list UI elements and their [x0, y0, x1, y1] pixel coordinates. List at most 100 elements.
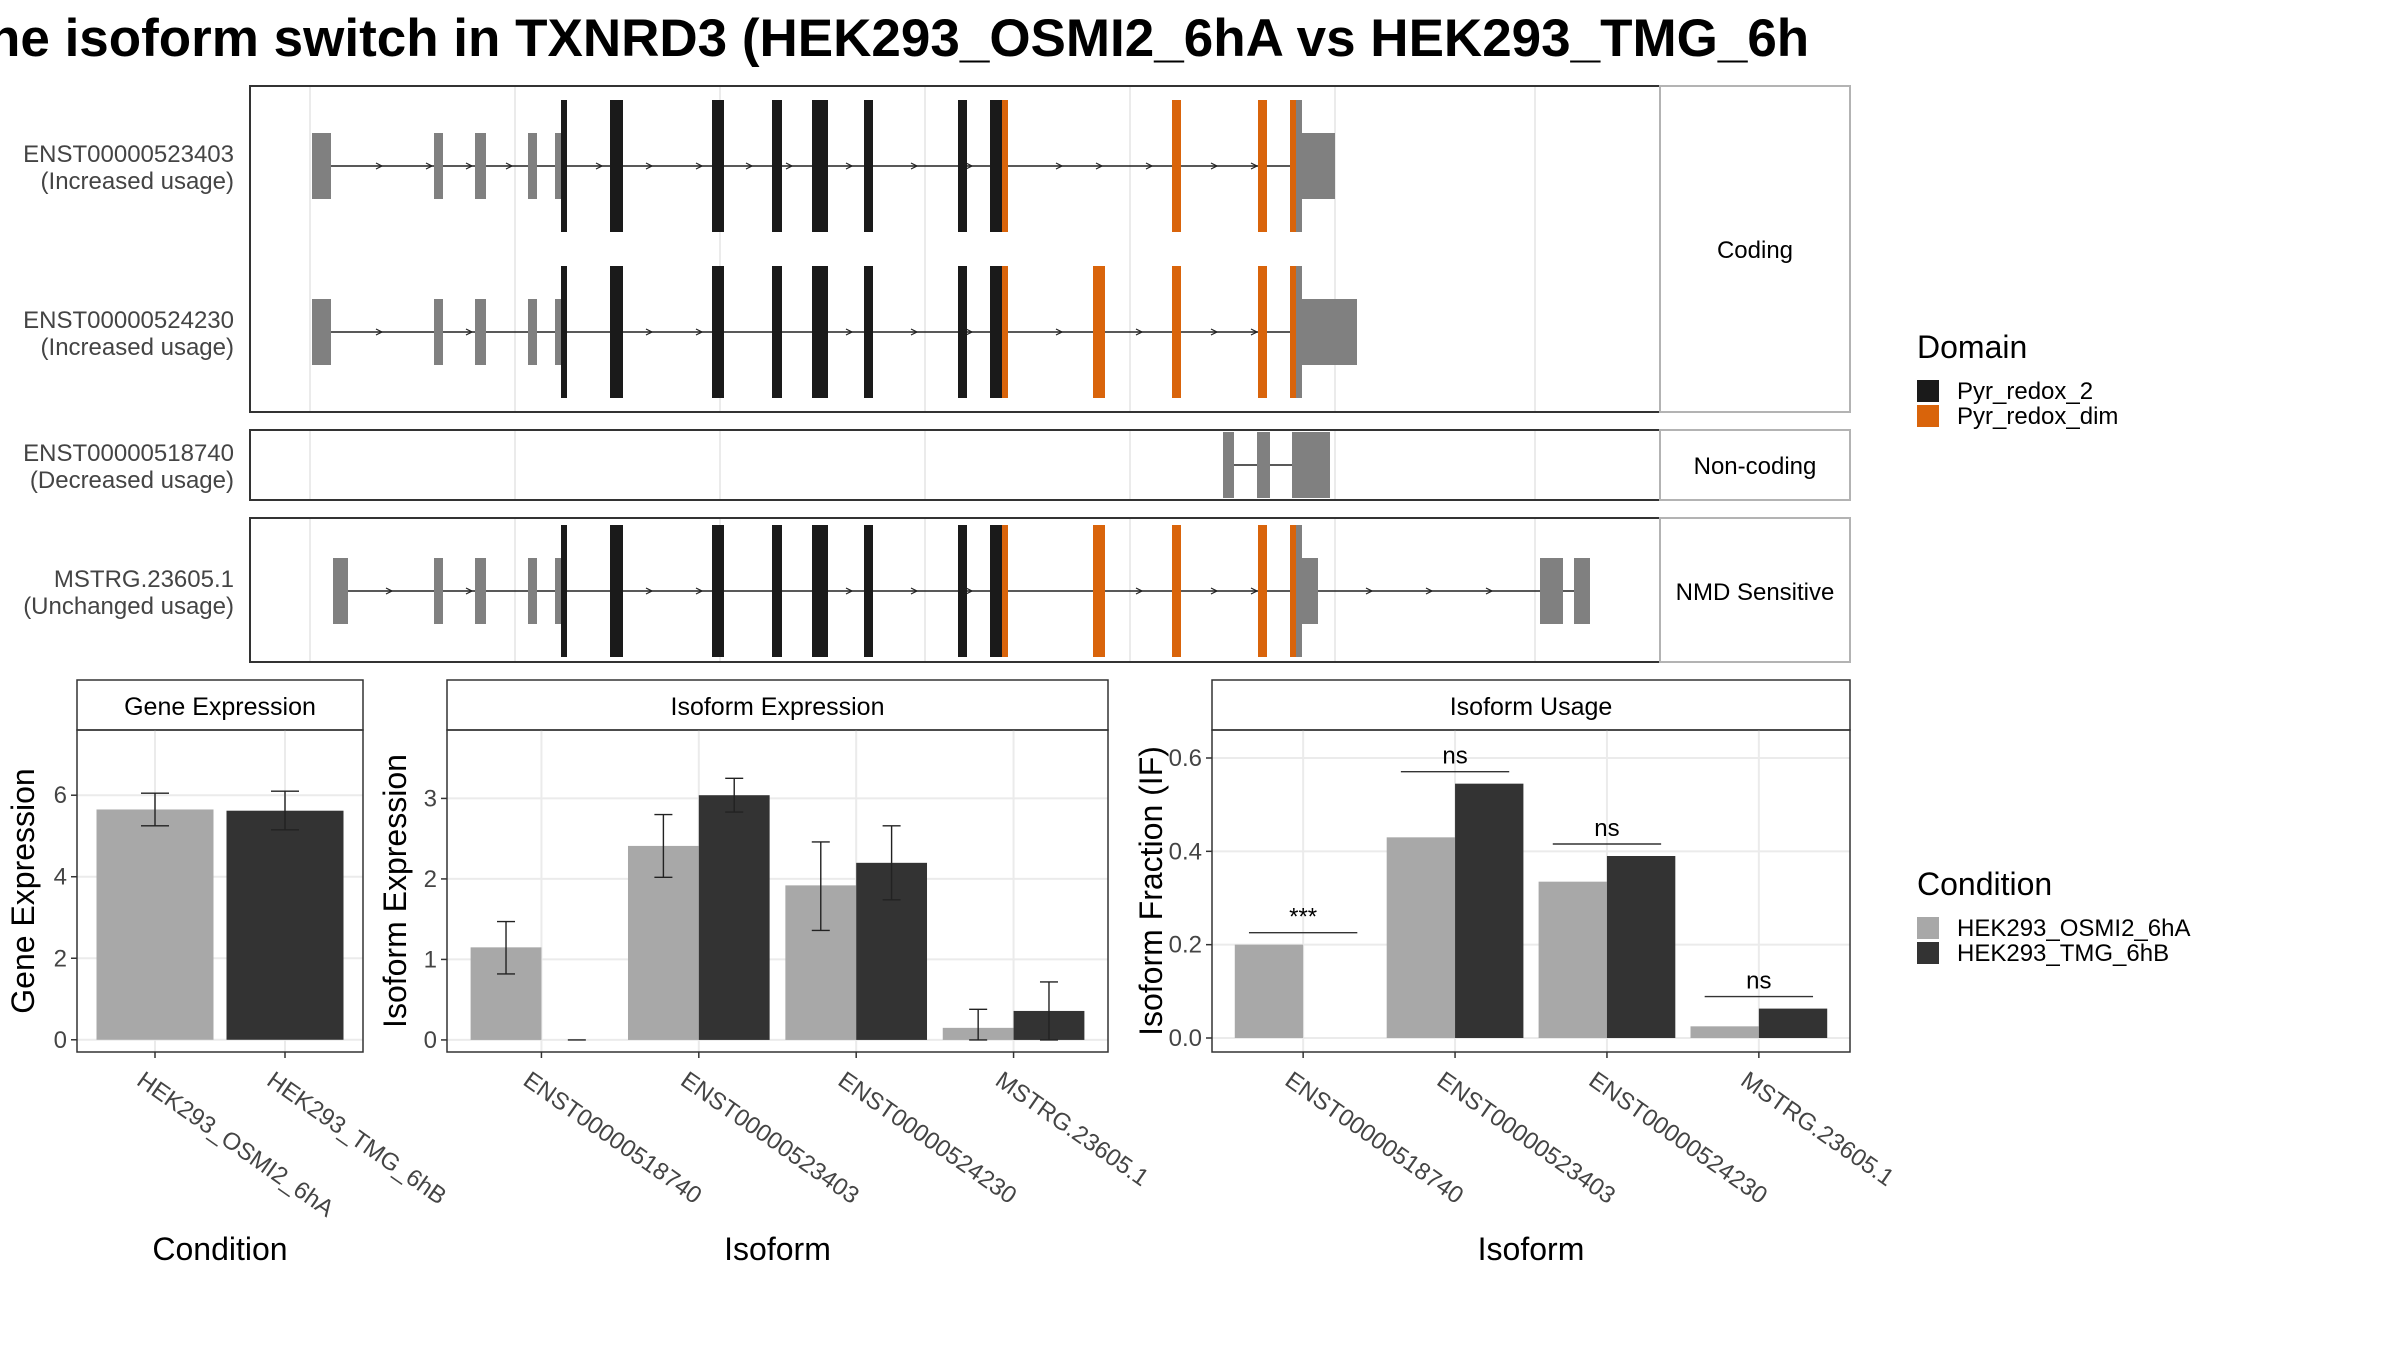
- pyr-redox-2-exon: [610, 100, 623, 232]
- y-tick-label: 0: [54, 1027, 67, 1054]
- utr-exon: [434, 558, 443, 624]
- x-tick-label: MSTRG.23605.1: [990, 1067, 1153, 1192]
- strand-arrow: [1425, 587, 1434, 595]
- strand-arrow: [845, 162, 854, 170]
- isoform-structure-panel: Coding Non-coding NMD Sensitive ENST0000052…: [23, 85, 1851, 663]
- strand-arrow: [910, 328, 919, 336]
- pyr-redox-2-exon: [712, 525, 724, 657]
- significance-label: ns: [1594, 815, 1619, 842]
- error-bar: [654, 813, 673, 879]
- strand-arrow: [1485, 587, 1494, 595]
- pyr-redox-2-exon: [864, 525, 873, 657]
- significance-label: ns: [1442, 743, 1467, 770]
- bar: [226, 810, 344, 1040]
- structure-group-strip: [1659, 85, 1851, 413]
- legend-title: Condition: [1917, 866, 2052, 902]
- pyr-redox-2-exon: [712, 100, 724, 232]
- strand-arrow: [1055, 162, 1064, 170]
- pyr-redox-dim-exon: [1172, 525, 1181, 657]
- strand-arrow: [845, 328, 854, 336]
- y-tick-label: 4: [54, 864, 67, 891]
- chart-panel-border: [446, 729, 1109, 1053]
- pyr-redox-2-exon: [990, 525, 1002, 657]
- track-usage-label: (Decreased usage): [30, 467, 234, 494]
- pyr-redox-2-exon: [772, 525, 782, 657]
- bar: [1234, 944, 1304, 1038]
- strand-arrow: [1055, 328, 1064, 336]
- legend-swatch: [1917, 405, 1939, 427]
- pyr-redox-dim-exon: [1093, 525, 1105, 657]
- bar: [1455, 783, 1524, 1038]
- chart-panel-border: [1211, 729, 1851, 1053]
- utr-exon: [528, 299, 537, 365]
- pyr-redox-dim-exon: [1290, 100, 1296, 232]
- strand-arrow: [965, 162, 974, 170]
- track-usage-label: (Increased usage): [41, 334, 234, 361]
- pyr-redox-dim-exon: [1172, 266, 1181, 398]
- strand-arrow: [965, 587, 974, 595]
- strand-arrow: [645, 162, 654, 170]
- utr-exon: [555, 299, 561, 365]
- legend-swatch: [1917, 380, 1939, 402]
- error-bar: [1039, 981, 1058, 1041]
- utr-exon: [333, 558, 348, 624]
- strand-arrow: [1250, 328, 1259, 336]
- strand-arrow: [745, 162, 754, 170]
- utr-exon: [1292, 432, 1330, 498]
- bar: [1758, 1008, 1828, 1038]
- chart-title-strip: [76, 679, 364, 731]
- utr-exon: [475, 299, 486, 365]
- strand-arrow: [1250, 587, 1259, 595]
- error-bar: [497, 920, 516, 975]
- utr-exon: [1296, 100, 1302, 232]
- bar: [698, 795, 770, 1040]
- track-id-label: ENST00000518740: [23, 440, 234, 467]
- legend-label: Pyr_redox_2: [1957, 378, 2093, 405]
- strand-arrow: [1135, 328, 1144, 336]
- error-bar: [882, 825, 901, 901]
- figure-title: ne isoform switch in TXNRD3 (HEK293_OSMI…: [0, 9, 1809, 68]
- pyr-redox-2-exon: [958, 525, 967, 657]
- utr-exon: [1257, 432, 1270, 498]
- pyr-redox-2-exon: [610, 525, 623, 657]
- structure-panel-bg: [250, 518, 1660, 662]
- legend-label: HEK293_TMG_6hB: [1957, 940, 2169, 967]
- legend-label: Pyr_redox_dim: [1957, 403, 2118, 430]
- strand-arrow: [505, 162, 514, 170]
- y-tick-label: 1: [424, 946, 437, 973]
- track-id-label: ENST00000524230: [23, 307, 234, 334]
- strand-arrow: [695, 328, 704, 336]
- utr-exon: [434, 299, 443, 365]
- strand-arrow: [1095, 162, 1104, 170]
- error-bar: [811, 841, 830, 932]
- pyr-redox-2-exon: [610, 266, 623, 398]
- strand-arrow: [385, 587, 394, 595]
- pyr-redox-dim-exon: [1100, 266, 1105, 398]
- legend-swatch: [1917, 942, 1939, 964]
- strand-arrow: [1210, 162, 1219, 170]
- utr-exon: [528, 133, 537, 199]
- x-tick-label: MSTRG.23605.1: [1736, 1067, 1899, 1192]
- structure-group-1: Non-coding: [249, 429, 1851, 501]
- y-tick-label: 3: [424, 785, 437, 812]
- track-id-label: MSTRG.23605.1: [54, 566, 234, 593]
- utr-exon: [1223, 432, 1234, 498]
- strand-arrow: [375, 328, 384, 336]
- chart-title-strip: [1211, 679, 1851, 731]
- isoform-track-1: ENST00000524230(Increased usage): [23, 266, 1357, 398]
- structure-panel-bg: [250, 430, 1660, 500]
- pyr-redox-2-exon: [812, 525, 828, 657]
- pyr-redox-2-exon: [561, 525, 567, 657]
- pyr-redox-dim-exon: [1258, 100, 1267, 232]
- utr-exon: [1296, 266, 1302, 398]
- utr-exon: [1296, 525, 1302, 657]
- strand-arrow: [910, 587, 919, 595]
- y-tick-label: 0.6: [1169, 745, 1202, 772]
- pyr-redox-2-exon: [812, 266, 828, 398]
- structure-group-label: NMD Sensitive: [1676, 579, 1835, 606]
- y-tick-label: 2: [54, 945, 67, 972]
- utr-exon: [475, 558, 486, 624]
- structure-group-0: Coding: [249, 85, 1851, 413]
